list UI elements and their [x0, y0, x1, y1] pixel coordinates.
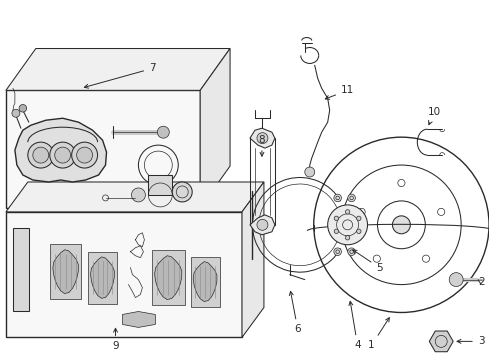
- Polygon shape: [193, 262, 217, 302]
- Polygon shape: [6, 182, 264, 212]
- Circle shape: [50, 142, 75, 168]
- Polygon shape: [154, 256, 182, 300]
- Polygon shape: [91, 257, 114, 298]
- Polygon shape: [250, 128, 275, 148]
- Polygon shape: [6, 90, 200, 208]
- Polygon shape: [200, 49, 230, 208]
- Circle shape: [55, 147, 71, 163]
- Circle shape: [357, 229, 361, 234]
- Circle shape: [449, 273, 463, 287]
- Circle shape: [357, 216, 361, 221]
- Text: 10: 10: [428, 107, 441, 125]
- Text: 6: 6: [290, 291, 301, 334]
- Polygon shape: [191, 257, 220, 306]
- Polygon shape: [122, 311, 155, 328]
- Circle shape: [334, 194, 342, 202]
- Circle shape: [334, 229, 339, 234]
- Circle shape: [305, 167, 315, 177]
- Polygon shape: [250, 215, 275, 235]
- Text: 11: 11: [325, 85, 354, 99]
- Circle shape: [19, 104, 26, 112]
- Polygon shape: [6, 49, 230, 90]
- Circle shape: [257, 133, 268, 144]
- Circle shape: [257, 219, 268, 230]
- Circle shape: [345, 210, 350, 214]
- Circle shape: [392, 216, 410, 234]
- Text: 5: 5: [353, 250, 383, 273]
- Text: 3: 3: [457, 336, 485, 346]
- Text: 2: 2: [478, 276, 485, 287]
- Circle shape: [328, 205, 368, 245]
- Polygon shape: [429, 331, 453, 352]
- Polygon shape: [6, 212, 242, 337]
- Circle shape: [348, 194, 355, 202]
- Circle shape: [28, 142, 54, 168]
- Text: 4: 4: [349, 301, 361, 350]
- Polygon shape: [15, 118, 106, 182]
- Circle shape: [157, 126, 169, 138]
- Circle shape: [131, 188, 146, 202]
- Circle shape: [345, 235, 350, 240]
- Circle shape: [334, 216, 339, 221]
- Circle shape: [334, 248, 342, 256]
- Polygon shape: [13, 228, 29, 311]
- Circle shape: [76, 147, 93, 163]
- Circle shape: [172, 182, 192, 202]
- Circle shape: [72, 142, 98, 168]
- Polygon shape: [50, 244, 81, 299]
- Bar: [148, 175, 172, 195]
- Polygon shape: [152, 250, 185, 305]
- Circle shape: [348, 248, 355, 256]
- Circle shape: [12, 109, 20, 117]
- Polygon shape: [88, 252, 117, 303]
- Text: 7: 7: [84, 63, 156, 88]
- Text: 8: 8: [259, 135, 265, 156]
- Text: 1: 1: [368, 318, 390, 350]
- Circle shape: [33, 147, 49, 163]
- Polygon shape: [53, 250, 78, 293]
- Polygon shape: [242, 182, 264, 337]
- Text: 9: 9: [112, 328, 119, 351]
